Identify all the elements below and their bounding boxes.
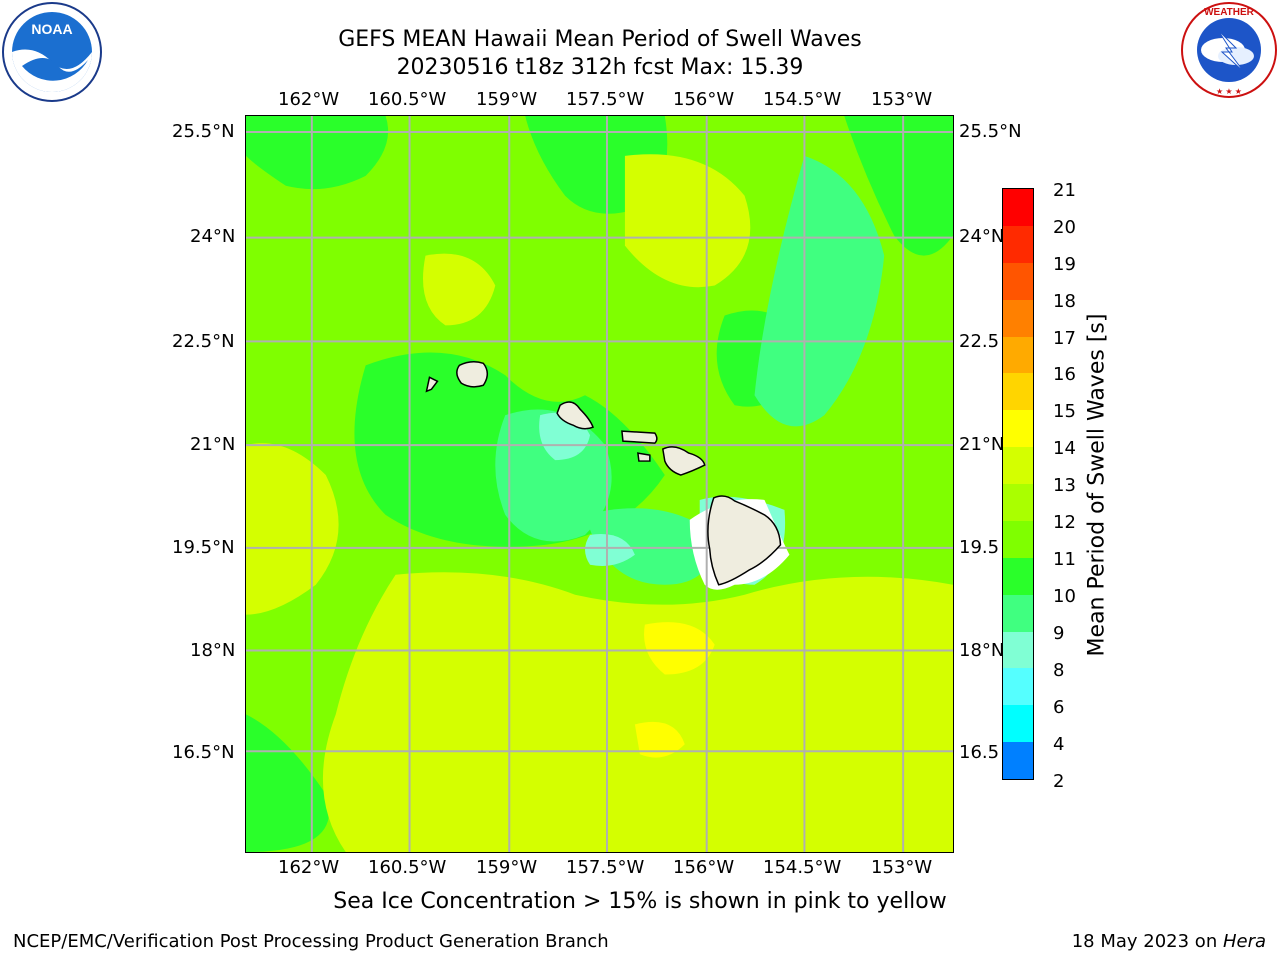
colorbar-tick: 8 <box>1053 660 1065 681</box>
lon-bottom-label: 153°W <box>871 857 933 878</box>
colorbar-swatch <box>1003 336 1033 374</box>
lat-right-label: 16.5 <box>959 742 1000 763</box>
svg-text:★ ★ ★: ★ ★ ★ <box>1216 87 1242 96</box>
sea-ice-note: Sea Ice Concentration > 15% is shown in … <box>333 889 947 914</box>
graticule <box>246 116 953 852</box>
colorbar-swatch <box>1003 189 1033 226</box>
colorbar-tick: 6 <box>1053 697 1065 718</box>
colorbar-swatch <box>1003 410 1033 448</box>
island-oahu <box>556 401 594 430</box>
lat-left-label: 21°N <box>190 434 236 455</box>
colorbar-label: Mean Period of Swell Waves [s] <box>1084 313 1110 657</box>
colorbar-swatch <box>1003 373 1033 411</box>
colorbar-tick: 4 <box>1053 734 1065 755</box>
lon-bottom-label: 160.5°W <box>368 857 447 878</box>
lon-bottom-label: 156°W <box>673 857 735 878</box>
colorbar-tick: 17 <box>1053 328 1076 349</box>
colorbar-tick: 16 <box>1053 364 1076 385</box>
lon-top-label: 154.5°W <box>763 89 842 110</box>
colorbar-tick: 14 <box>1053 438 1076 459</box>
swell-field-15s <box>634 622 715 758</box>
footer-host: Hera <box>1222 931 1266 952</box>
colorbar-tick: 9 <box>1053 623 1065 644</box>
lat-left-label: 22.5°N <box>172 331 235 352</box>
lat-left-label: 16.5°N <box>172 742 235 763</box>
colorbar-tick: 19 <box>1053 254 1076 275</box>
island-kauai <box>456 360 489 388</box>
chart-subtitle: 20230516 t18z 312h fcst Max: 15.39 <box>396 55 804 80</box>
lat-left-label: 18°N <box>190 640 236 661</box>
lat-left-label: 25.5°N <box>172 121 235 142</box>
footer-date: 18 May 2023 on Hera <box>1072 931 1266 952</box>
lon-bottom-label: 159°W <box>476 857 538 878</box>
map-panel <box>245 115 954 853</box>
lat-left-label: 24°N <box>190 226 236 247</box>
island-maui <box>661 446 706 476</box>
lon-bottom-label: 157.5°W <box>566 857 645 878</box>
lat-right-label: 24°N <box>959 226 1005 247</box>
swell-field-14s <box>246 154 953 852</box>
lat-right-label: 22.5 <box>959 331 1000 352</box>
colorbar-tick: 21 <box>1053 180 1076 201</box>
lon-top-label: 156°W <box>673 89 735 110</box>
colorbar-tick: 20 <box>1053 217 1076 238</box>
footer-date-text: 18 May 2023 on <box>1071 931 1223 952</box>
island-hawaii <box>707 495 782 586</box>
colorbar-tick: 18 <box>1053 291 1076 312</box>
colorbar-tick: 10 <box>1053 586 1076 607</box>
island-lanai <box>637 452 651 462</box>
lon-top-label: 162°W <box>278 89 340 110</box>
swell-field-10s <box>495 155 885 585</box>
colorbar-tick: 11 <box>1053 549 1076 570</box>
island-molokai <box>621 430 658 444</box>
islands <box>425 360 782 586</box>
noaa-logo: NOAA <box>2 2 102 102</box>
colorbar-tick: 13 <box>1053 475 1076 496</box>
lon-top-label: 159°W <box>476 89 538 110</box>
lat-right-label: 19.5 <box>959 537 1000 558</box>
svg-text:NOAA: NOAA <box>31 21 72 37</box>
lat-right-label: 21°N <box>959 434 1005 455</box>
colorbar-swatch <box>1003 705 1033 743</box>
lon-top-label: 153°W <box>871 89 933 110</box>
colorbar-swatch <box>1003 484 1033 521</box>
colorbar-tick: 2 <box>1053 771 1065 792</box>
lat-right-label: 18°N <box>959 640 1005 661</box>
colorbar <box>1002 188 1034 780</box>
lat-left-label: 19.5°N <box>172 537 235 558</box>
colorbar-swatch <box>1003 447 1033 484</box>
lon-bottom-label: 162°W <box>278 857 340 878</box>
colorbar-tick: 15 <box>1053 401 1076 422</box>
colorbar-swatch <box>1003 262 1033 300</box>
lon-bottom-label: 154.5°W <box>763 857 842 878</box>
chart-title: GEFS MEAN Hawaii Mean Period of Swell Wa… <box>338 27 862 52</box>
colorbar-swatch <box>1003 520 1033 558</box>
lat-right-label: 25.5°N <box>959 121 1022 142</box>
colorbar-swatch <box>1003 225 1033 263</box>
island-niihau <box>425 376 439 393</box>
colorbar-swatch <box>1003 594 1033 632</box>
colorbar-swatch <box>1003 668 1033 706</box>
svg-text:WEATHER: WEATHER <box>1204 7 1255 18</box>
footer-branch: NCEP/EMC/Verification Post Processing Pr… <box>13 931 609 952</box>
colorbar-swatch <box>1003 299 1033 337</box>
lon-top-label: 157.5°W <box>566 89 645 110</box>
colorbar-swatch <box>1003 557 1033 595</box>
lon-top-label: 160.5°W <box>368 89 447 110</box>
colorbar-swatch <box>1003 631 1033 669</box>
colorbar-swatch <box>1003 742 1033 779</box>
nws-logo: WEATHER ★ ★ ★ <box>1181 2 1277 98</box>
colorbar-tick: 12 <box>1053 512 1076 533</box>
